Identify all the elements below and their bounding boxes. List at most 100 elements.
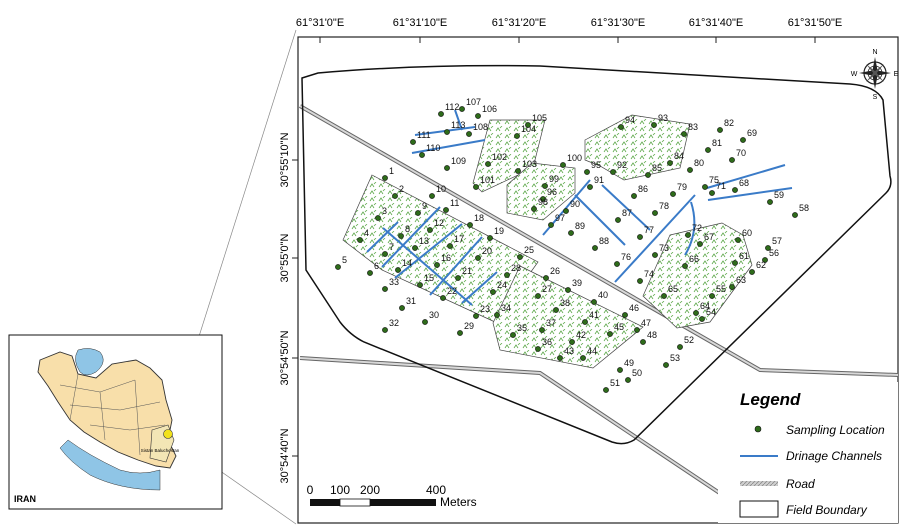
scale-label-0: 0 bbox=[307, 483, 314, 497]
sampling-point-marker bbox=[410, 139, 416, 145]
sampling-point-label: 108 bbox=[473, 122, 488, 132]
sampling-point-label: 78 bbox=[659, 201, 669, 211]
sampling-point-label: 57 bbox=[772, 236, 782, 246]
sampling-point-label: 94 bbox=[625, 115, 635, 125]
sampling-point-marker bbox=[631, 193, 637, 199]
sampling-point: 38 bbox=[553, 298, 570, 313]
sampling-point-label: 17 bbox=[454, 234, 464, 244]
sampling-point-marker bbox=[485, 161, 491, 167]
sampling-point: 91 bbox=[587, 175, 604, 190]
sampling-point-label: 80 bbox=[694, 158, 704, 168]
sampling-point-marker bbox=[422, 319, 428, 325]
sampling-point: 45 bbox=[607, 322, 624, 337]
sampling-point-marker bbox=[515, 168, 521, 174]
sampling-point: 29 bbox=[457, 321, 474, 336]
sampling-point: 108 bbox=[466, 122, 488, 137]
sampling-point-marker bbox=[417, 282, 423, 288]
sampling-point-marker bbox=[740, 137, 746, 143]
sampling-point-label: 95 bbox=[591, 160, 601, 170]
drainage-channel bbox=[454, 109, 463, 131]
sampling-point-marker bbox=[443, 207, 449, 213]
sampling-point-marker bbox=[560, 162, 566, 168]
sampling-point: 31 bbox=[399, 296, 416, 311]
sampling-point-marker bbox=[382, 251, 388, 257]
sampling-point-label: 23 bbox=[480, 304, 490, 314]
sampling-point-marker bbox=[535, 346, 541, 352]
sampling-point-label: 50 bbox=[632, 368, 642, 378]
sampling-point-marker bbox=[517, 254, 523, 260]
sampling-point-label: 83 bbox=[688, 122, 698, 132]
sampling-point-label: 29 bbox=[464, 321, 474, 331]
sampling-point-label: 22 bbox=[447, 286, 457, 296]
sampling-point-label: 14 bbox=[402, 258, 412, 268]
sampling-point: 80 bbox=[687, 158, 704, 173]
sampling-point-label: 87 bbox=[622, 208, 632, 218]
sampling-point-marker bbox=[382, 327, 388, 333]
sampling-point-label: 16 bbox=[441, 253, 451, 263]
sampling-point-label: 30 bbox=[429, 310, 439, 320]
sampling-point-label: 53 bbox=[670, 353, 680, 363]
drainage-channel bbox=[382, 227, 473, 306]
sampling-point-marker bbox=[553, 307, 559, 313]
sampling-point: 18 bbox=[467, 213, 484, 228]
sampling-point-marker bbox=[735, 237, 741, 243]
sampling-point-label: 85 bbox=[652, 163, 662, 173]
caspian-sea bbox=[75, 348, 104, 376]
sampling-point: 57 bbox=[765, 236, 782, 251]
sampling-point-marker bbox=[563, 208, 569, 214]
sampling-point-label: 44 bbox=[587, 346, 597, 356]
sampling-point-marker bbox=[444, 129, 450, 135]
sampling-point-label: 97 bbox=[555, 213, 565, 223]
sampling-point: 67 bbox=[697, 232, 714, 247]
sampling-point-marker bbox=[645, 172, 651, 178]
sampling-point-label: 33 bbox=[389, 277, 399, 287]
sampling-point-label: 113 bbox=[451, 120, 465, 130]
north-arrow-compass: N S E W bbox=[851, 49, 899, 101]
sampling-point-marker bbox=[705, 147, 711, 153]
sampling-point-label: 75 bbox=[709, 175, 719, 185]
sampling-point: 12 bbox=[427, 218, 444, 233]
sampling-point-marker bbox=[444, 165, 450, 171]
sampling-point-label: 105 bbox=[532, 113, 547, 123]
sampling-point: 49 bbox=[617, 358, 634, 373]
drainage-channel bbox=[707, 187, 793, 201]
sampling-point: 110 bbox=[419, 143, 440, 158]
sampling-point: 104 bbox=[514, 124, 536, 139]
sampling-point: 106 bbox=[475, 104, 497, 119]
sampling-point: 96 bbox=[540, 187, 557, 202]
sampling-point: 61 bbox=[732, 251, 749, 266]
sampling-point-marker bbox=[717, 127, 723, 133]
legend-point-symbol bbox=[754, 425, 762, 433]
sampling-point: 23 bbox=[473, 304, 490, 319]
sampling-point-label: 5 bbox=[342, 255, 347, 265]
sampling-point: 76 bbox=[614, 252, 631, 267]
sampling-point-marker bbox=[367, 270, 373, 276]
sampling-point-marker bbox=[682, 263, 688, 269]
iran-country-shape bbox=[37, 351, 177, 469]
sampling-point: 113 bbox=[444, 120, 465, 135]
sampling-point: 28 bbox=[504, 263, 521, 278]
latitude-tick-label: 30°55'10"N bbox=[279, 132, 291, 187]
sampling-point: 26 bbox=[543, 266, 560, 281]
legend-boundary-symbol bbox=[739, 500, 779, 518]
sampling-point-marker bbox=[335, 264, 341, 270]
sampling-point-label: 40 bbox=[598, 290, 608, 300]
sampling-point-marker bbox=[617, 367, 623, 373]
sampling-point-marker bbox=[434, 262, 440, 268]
sampling-point-marker bbox=[395, 267, 401, 273]
sampling-point-label: 89 bbox=[575, 221, 585, 231]
sampling-point-label: 19 bbox=[494, 226, 504, 236]
sampling-point: 85 bbox=[645, 163, 662, 178]
sampling-point-marker bbox=[438, 111, 444, 117]
sampling-point: 17 bbox=[447, 234, 464, 249]
sampling-point: 21 bbox=[455, 266, 472, 281]
sampling-point-marker bbox=[591, 299, 597, 305]
sampling-point-marker bbox=[531, 206, 537, 212]
sampling-point-label: 100 bbox=[567, 153, 582, 163]
sampling-point-label: 11 bbox=[450, 198, 459, 208]
sampling-point-marker bbox=[729, 157, 735, 163]
sampling-point-marker bbox=[475, 255, 481, 261]
sampling-point-marker bbox=[473, 313, 479, 319]
scale-label-200: 200 bbox=[360, 483, 380, 497]
